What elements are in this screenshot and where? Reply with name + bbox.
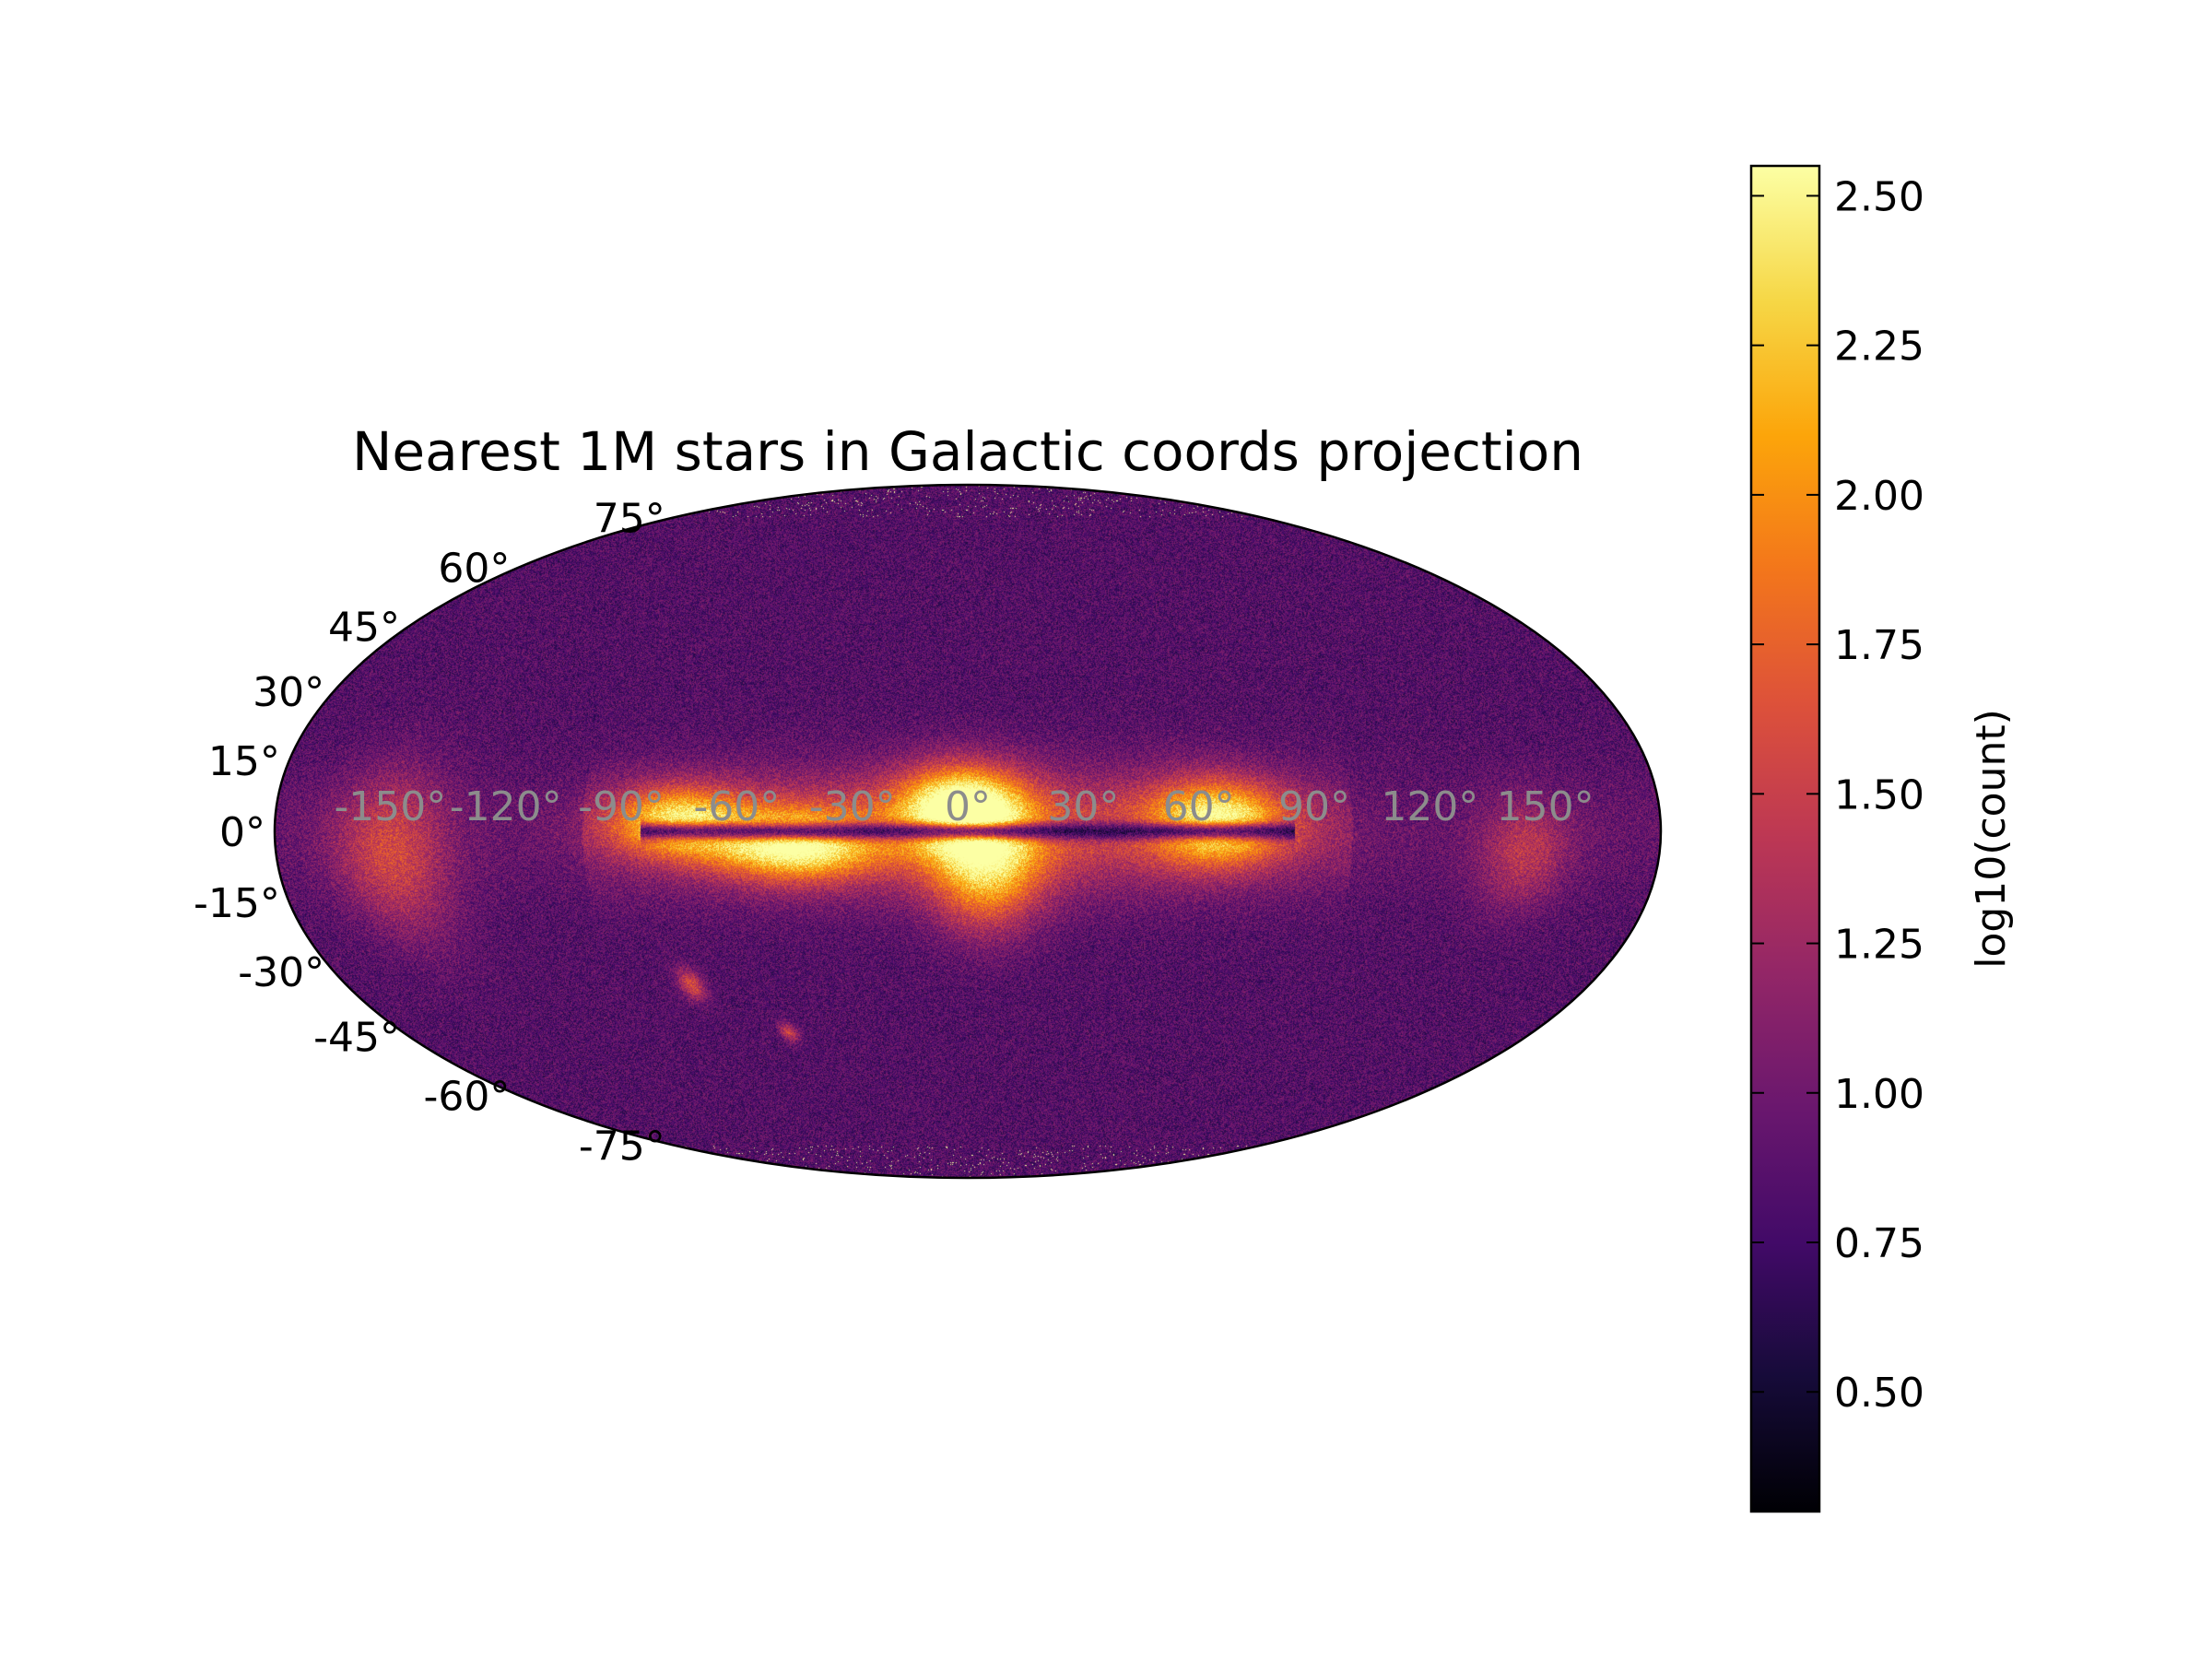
- longitude-tick-labels: -150° -120° -90° -60° -30° 0° 30° 60° 90° 120° 150…: [334, 783, 1594, 830]
- chart-title: Nearest 1M stars in Galactic coords proj…: [352, 420, 1583, 483]
- lat-tick-label: -60°: [423, 1074, 510, 1121]
- lon-tick-label: -60°: [693, 783, 780, 830]
- colorbar-tick-label: 2.00: [1834, 473, 1924, 520]
- colorbar-tick-label: 0.75: [1834, 1220, 1924, 1267]
- colorbar-tick-label: 2.50: [1834, 173, 1924, 220]
- lon-tick-label: -150°: [334, 783, 446, 830]
- lon-tick-label: 30°: [1047, 783, 1119, 830]
- lon-tick-label: 60°: [1163, 783, 1235, 830]
- lon-tick-label: 120°: [1381, 783, 1478, 830]
- lon-tick-label: 150°: [1497, 783, 1594, 830]
- colorbar-tick-label: 2.25: [1834, 324, 1924, 371]
- lon-tick-label: 0°: [945, 783, 991, 830]
- colorbar-tick-label: 1.75: [1834, 622, 1924, 669]
- colorbar-tick-label: 1.00: [1834, 1071, 1924, 1118]
- lat-tick-label: -30°: [238, 949, 324, 996]
- colorbar-label: log10(count): [1968, 709, 2015, 969]
- lon-tick-label: -30°: [809, 783, 896, 830]
- lat-tick-label: 60°: [438, 545, 510, 592]
- colorbar: 0.50 0.75 1.00 1.25 1.50 1.75 2.00 2.25 2.50 log…: [1749, 164, 2015, 1513]
- lon-tick-label: -90°: [578, 783, 665, 830]
- lat-tick-label: 45°: [328, 604, 400, 651]
- lat-tick-label: 30°: [253, 669, 324, 716]
- map-boundary: [273, 483, 1663, 1180]
- colorbar-tick-label: 0.50: [1834, 1370, 1924, 1417]
- star-density-heatmap: [275, 485, 1661, 1178]
- lon-tick-label: -120°: [450, 783, 562, 830]
- lat-tick-label: -45°: [313, 1015, 400, 1062]
- lon-tick-label: 90°: [1278, 783, 1350, 830]
- latitude-tick-labels: 75° 60° 45°30° 15° 0° -15° -30° -45° -60° -75°: [194, 495, 665, 1170]
- lat-tick-label: -15°: [194, 880, 280, 927]
- mollweide-map: [273, 483, 1663, 1180]
- colorbar-ticks: 0.50 0.75 1.00 1.25 1.50 1.75 2.00 2.25 2.50: [1751, 173, 1924, 1417]
- lat-tick-label: 0°: [219, 809, 265, 856]
- colorbar-tick-label: 1.50: [1834, 771, 1924, 818]
- lat-tick-label: -75°: [579, 1124, 665, 1171]
- colorbar-tick-label: 1.25: [1834, 922, 1924, 969]
- lat-tick-label: 75°: [594, 495, 665, 542]
- lat-tick-label: 15°: [208, 738, 280, 785]
- colorbar-gradient: [1749, 164, 1821, 1513]
